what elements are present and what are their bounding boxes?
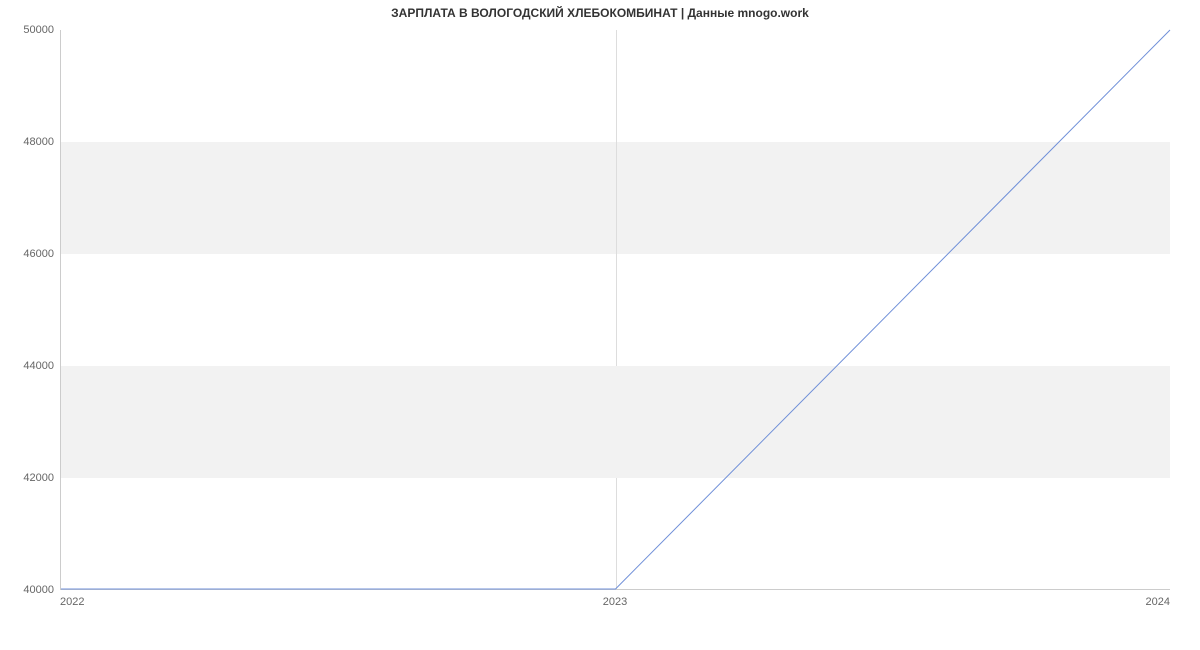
x-tick-label: 2023 — [603, 596, 627, 608]
series-line — [61, 30, 1170, 589]
chart-title: ЗАРПЛАТА В ВОЛОГОДСКИЙ ХЛЕБОКОМБИНАТ | Д… — [0, 6, 1200, 20]
y-tick-label: 46000 — [4, 248, 54, 260]
y-tick-label: 42000 — [4, 472, 54, 484]
x-tick-label: 2024 — [1146, 596, 1170, 608]
y-tick-label: 50000 — [4, 24, 54, 36]
y-tick-label: 44000 — [4, 360, 54, 372]
line-series — [61, 30, 1170, 589]
chart-container: ЗАРПЛАТА В ВОЛОГОДСКИЙ ХЛЕБОКОМБИНАТ | Д… — [0, 0, 1200, 650]
plot-area — [60, 30, 1170, 590]
x-tick-label: 2022 — [60, 596, 84, 608]
y-tick-label: 40000 — [4, 584, 54, 596]
y-tick-label: 48000 — [4, 136, 54, 148]
